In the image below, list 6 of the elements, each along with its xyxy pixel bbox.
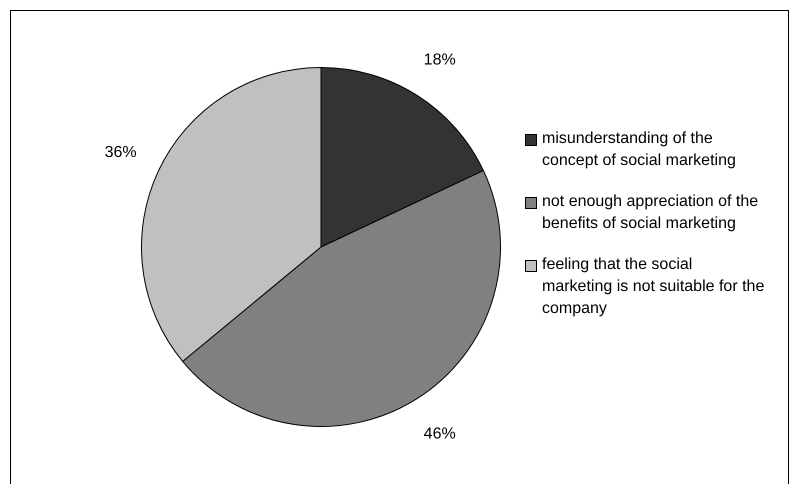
legend-label: not enough appreciation of the benefits of social marketing xyxy=(542,193,758,232)
data-label: 36% xyxy=(104,144,137,162)
legend-label: feeling that the social marketing is not suitable for the company xyxy=(542,256,764,317)
legend-label: misunderstanding of the concept of social marketing xyxy=(542,130,736,169)
data-label: 46% xyxy=(424,425,456,442)
data-label: 18% xyxy=(424,51,456,68)
